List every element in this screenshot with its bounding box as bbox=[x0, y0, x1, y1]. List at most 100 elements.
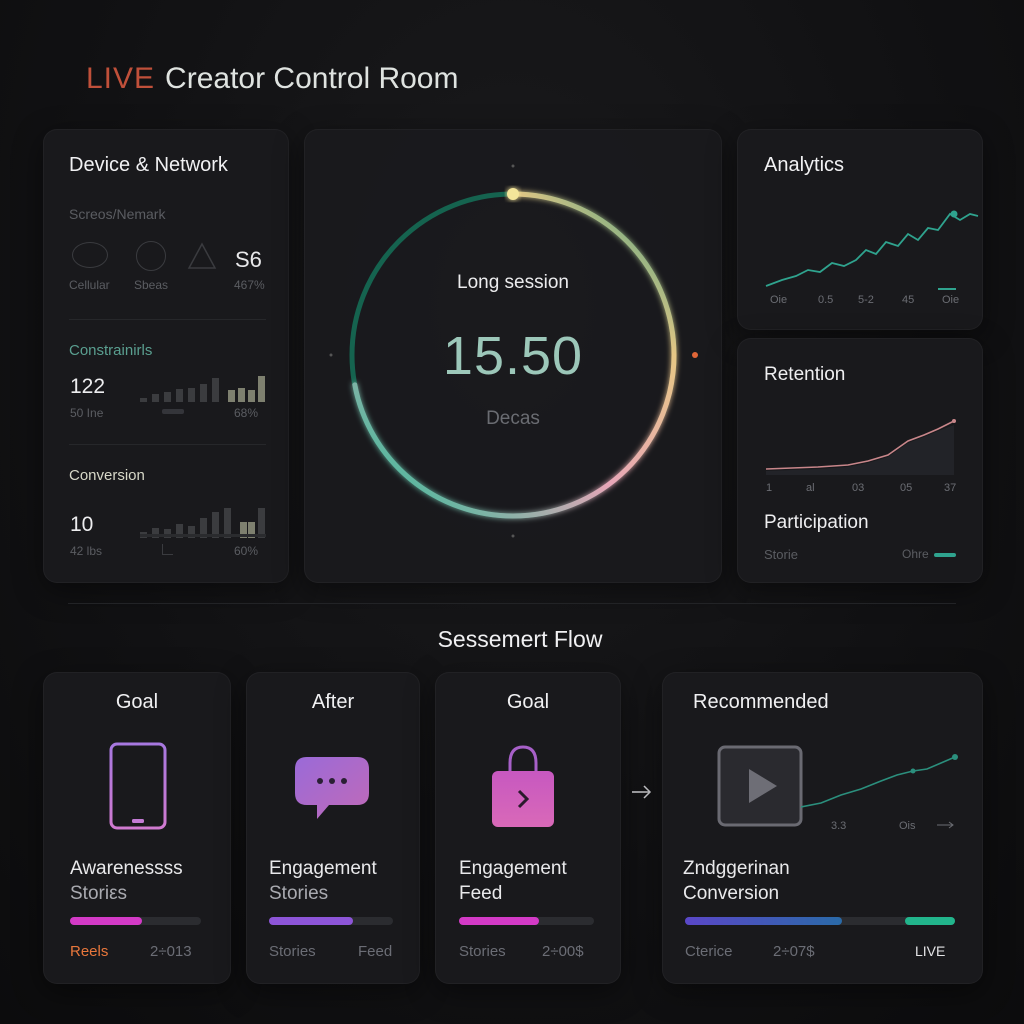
speed-label: Sbeas bbox=[134, 278, 169, 292]
retention-line bbox=[765, 420, 955, 470]
device-network-card: Device & Network Screos/Nemark Cellular … bbox=[43, 129, 289, 583]
flow-step-footer-left: Reels bbox=[70, 943, 109, 960]
recommended-tick: Ois bbox=[899, 820, 916, 832]
flow-step-after[interactable]: After Engagement Stories Stories Feed bbox=[246, 672, 420, 984]
retention-tick: 1 bbox=[766, 482, 772, 494]
cellular-icon bbox=[72, 242, 108, 268]
flow-step-title: Engagement bbox=[269, 858, 377, 879]
constraints-value: 122 bbox=[70, 375, 106, 398]
flow-step-title: Engagement bbox=[459, 858, 567, 879]
analytics-chart: Oie 0.5 5-2 45 Oie bbox=[765, 210, 979, 306]
flow-step-footer-left: Stories bbox=[459, 943, 506, 960]
flow-step-sub: Storiεs bbox=[70, 883, 128, 904]
flow-step-footer-left: Stories bbox=[269, 943, 316, 960]
signal-value: S6 bbox=[235, 247, 262, 272]
flow-step-header: After bbox=[311, 691, 355, 713]
warning-icon bbox=[187, 242, 217, 269]
analytics-line bbox=[765, 212, 979, 287]
flow-step-header: Goal bbox=[506, 691, 550, 713]
constraints-percent: 68% bbox=[234, 406, 259, 420]
flow-step-progress bbox=[685, 917, 955, 925]
retention-title: Retention bbox=[764, 364, 846, 385]
conversion-marker bbox=[162, 544, 173, 555]
participation-left-label: Storie bbox=[764, 547, 798, 562]
retention-tick: 37 bbox=[944, 482, 956, 494]
live-badge: LIVE bbox=[915, 943, 946, 959]
flow-step-title-block: Zndggerinan Conversion bbox=[683, 856, 790, 906]
flow-step-goal[interactable]: Goal Awarenessss Storiεs Reels 2÷013 bbox=[43, 672, 231, 984]
shopping-bag-icon bbox=[492, 745, 554, 827]
flow-step-title-block: Awarenessss Storiεs bbox=[70, 856, 183, 906]
flow-step-header: Recommended bbox=[693, 691, 829, 713]
flow-step-sub: Feed bbox=[459, 883, 503, 904]
speed-icon bbox=[136, 241, 166, 271]
flow-step-footer-right: 2÷07$ bbox=[773, 943, 815, 960]
section-divider bbox=[68, 603, 956, 604]
analytics-tick: 5-2 bbox=[858, 294, 874, 306]
conversion-value: 10 bbox=[70, 513, 94, 536]
flow-step-title: Zndggerinan bbox=[683, 858, 790, 879]
chat-bubble-icon bbox=[295, 757, 369, 819]
constraints-sub: 50 Ine bbox=[70, 406, 104, 420]
tablet-icon bbox=[109, 742, 167, 830]
divider bbox=[69, 319, 266, 320]
flow-step-progress-fill bbox=[70, 917, 143, 925]
retention-tick: 03 bbox=[852, 482, 864, 494]
flow-step-footer-right: 2÷00$ bbox=[542, 943, 584, 960]
analytics-tick: 45 bbox=[902, 294, 914, 306]
cellular-label: Cellular bbox=[69, 278, 110, 292]
participation-title: Participation bbox=[764, 512, 869, 533]
divider bbox=[69, 444, 266, 445]
flow-step-progress bbox=[459, 917, 594, 925]
constraints-bars bbox=[140, 368, 266, 402]
page-title-text: Creator Control Room bbox=[165, 62, 459, 95]
session-label: Long session bbox=[457, 272, 569, 293]
dial-marker-dot bbox=[692, 352, 698, 358]
flow-step-sub: Conversion bbox=[683, 883, 780, 904]
flow-step-footer-right: 2÷013 bbox=[150, 943, 192, 960]
flow-step-progress-fill bbox=[685, 917, 842, 925]
participation-indicator bbox=[934, 553, 956, 557]
analytics-card: Analytics Oie 0.5 5-2 45 Oie bbox=[737, 129, 983, 330]
conversion-bars bbox=[140, 500, 266, 538]
section-label: Screos/Nemark bbox=[69, 206, 166, 222]
warning-label: 467% bbox=[234, 278, 265, 292]
live-badge: LIVE bbox=[86, 62, 156, 95]
device-network-title: Device & Network bbox=[69, 154, 228, 176]
constraints-marker bbox=[162, 409, 184, 414]
conversion-percent: 60% bbox=[234, 544, 259, 558]
analytics-title: Analytics bbox=[764, 154, 845, 176]
flow-step-sub: Stories bbox=[269, 883, 329, 904]
flow-step-progress-fill bbox=[459, 917, 539, 925]
page-title: LIVE Creator Control Room bbox=[86, 62, 458, 96]
flow-step-title-block: Engagement Feed bbox=[459, 856, 567, 906]
conversion-label: Conversion bbox=[69, 467, 145, 484]
conversion-sub: 42 lbs bbox=[70, 544, 103, 558]
retention-card: Retention 1 al 03 05 37 Participation St… bbox=[737, 338, 983, 583]
retention-tick: al bbox=[806, 482, 815, 494]
analytics-tick: 0.5 bbox=[818, 294, 833, 306]
recommended-chart: 3.3 Ois bbox=[801, 754, 958, 832]
dial-start-dot bbox=[507, 188, 519, 200]
retention-chart: 1 al 03 05 37 bbox=[765, 419, 956, 494]
session-value: 15.50 bbox=[442, 326, 584, 386]
constraints-label: Constrainirls bbox=[69, 342, 153, 359]
analytics-tick: Oie bbox=[942, 294, 959, 306]
flow-step-footer-right: Feed bbox=[358, 943, 393, 960]
session-unit: Decas bbox=[486, 408, 540, 429]
flow-title: Sessemert Flow bbox=[437, 626, 603, 652]
session-dial-card: Long session 15.50 Decas bbox=[304, 129, 722, 583]
analytics-end-dot bbox=[950, 210, 958, 218]
flow-step-progress-fill bbox=[269, 917, 354, 925]
flow-step-progress bbox=[70, 917, 201, 925]
flow-step-goal-2[interactable]: Goal Engagement Feed Stories 2÷00$ bbox=[435, 672, 621, 984]
flow-step-header: Goal bbox=[115, 691, 159, 713]
flow-step-recommended[interactable]: Recommended 3.3 Ois Zndggerinan Conversi… bbox=[662, 672, 983, 984]
flow-step-title: Awarenessss bbox=[70, 858, 183, 879]
flow-step-title-block: Engagement Stories bbox=[269, 856, 377, 906]
analytics-tick: Oie bbox=[770, 294, 787, 306]
flow-step-progress bbox=[269, 917, 393, 925]
flow-step-progress-highlight bbox=[905, 917, 955, 925]
participation-right-label: Ohre bbox=[902, 547, 929, 561]
retention-tick: 05 bbox=[900, 482, 912, 494]
